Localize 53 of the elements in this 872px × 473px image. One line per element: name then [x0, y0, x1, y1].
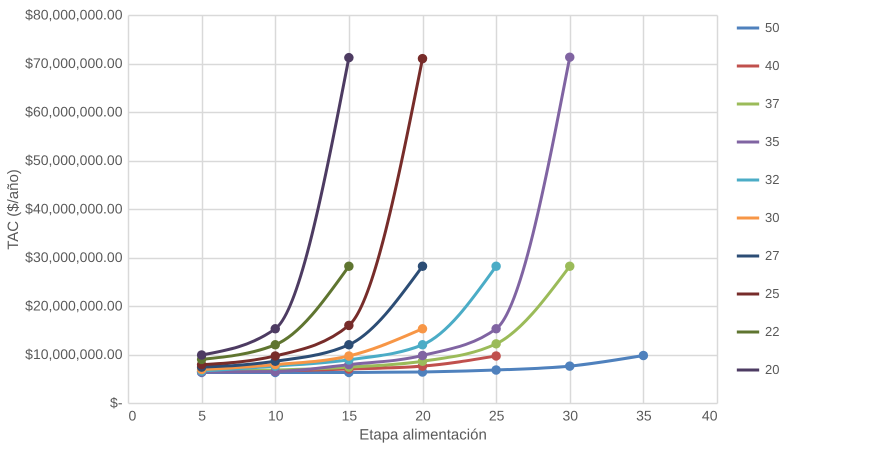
point — [491, 339, 501, 349]
legend-label: 35 — [765, 134, 780, 149]
x-tick-label: 30 — [562, 408, 578, 424]
legend-label: 27 — [765, 248, 780, 263]
point — [344, 340, 354, 350]
point — [418, 324, 428, 334]
y-tick-label: $40,000,000.00 — [25, 200, 123, 216]
point — [344, 320, 354, 330]
x-tick-label: 35 — [636, 408, 652, 424]
point — [196, 350, 206, 360]
y-tick-label: $60,000,000.00 — [25, 104, 123, 120]
legend-label: 25 — [765, 286, 780, 301]
x-tick-label: 15 — [342, 408, 358, 424]
point — [344, 261, 354, 271]
point — [638, 350, 648, 360]
y-tick-label: $20,000,000.00 — [25, 298, 123, 314]
legend-label: 32 — [765, 172, 780, 187]
x-axis-title: Etapa alimentación — [359, 426, 487, 444]
x-tick-label: 20 — [415, 408, 431, 424]
point — [491, 324, 501, 334]
x-tick-label: 25 — [488, 408, 505, 424]
point — [418, 340, 428, 350]
y-tick-label: $10,000,000.00 — [25, 346, 123, 362]
point — [418, 54, 428, 64]
legend-label: 30 — [765, 210, 780, 225]
legend-label: 50 — [765, 20, 780, 35]
x-tick-label: 40 — [702, 408, 718, 424]
legend-label: 40 — [765, 58, 780, 73]
x-tick-label: 0 — [128, 408, 136, 424]
y-tick-label: $- — [110, 394, 123, 410]
point — [344, 351, 354, 361]
legend-label: 37 — [765, 96, 780, 111]
point — [565, 52, 574, 62]
point — [344, 52, 354, 62]
point — [418, 350, 428, 360]
legend-label: 22 — [765, 324, 780, 339]
point — [270, 324, 280, 334]
point — [270, 351, 280, 361]
x-tick-label: 5 — [198, 408, 206, 424]
point — [418, 261, 428, 271]
y-tick-label: $70,000,000.00 — [25, 55, 123, 71]
legend-label: 20 — [765, 362, 780, 377]
x-tick-label: 10 — [268, 408, 284, 424]
y-tick-label: $30,000,000.00 — [25, 249, 123, 265]
y-tick-label: $50,000,000.00 — [25, 152, 123, 168]
point — [491, 261, 501, 271]
point — [565, 361, 574, 371]
y-tick-label: $80,000,000.00 — [25, 6, 123, 22]
point — [565, 261, 574, 271]
point — [491, 351, 501, 361]
y-axis-title: TAC ($/año) — [5, 169, 22, 250]
point — [491, 365, 501, 375]
point — [270, 340, 280, 350]
